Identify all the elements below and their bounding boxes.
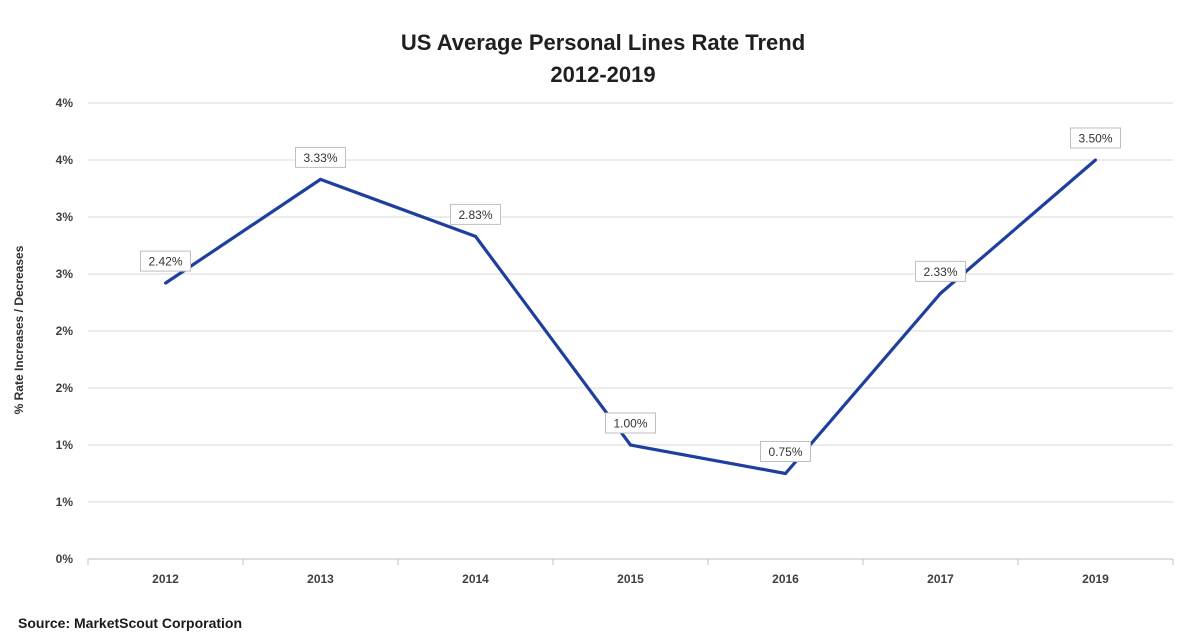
data-point — [474, 234, 477, 238]
data-label: 0.75% — [760, 441, 811, 462]
chart-title-line-2: 2012-2019 — [550, 62, 655, 87]
data-label-text: 2.83% — [458, 208, 492, 222]
y-tick-label: 4% — [56, 153, 74, 167]
y-tick-label: 1% — [56, 438, 74, 452]
x-axis-ticks: 2012 2013 2014 2015 2016 2017 2019 — [87, 559, 1174, 586]
data-point — [319, 177, 322, 181]
y-tick-label: 0% — [56, 552, 74, 566]
data-label-box — [140, 250, 191, 272]
y-axis-label: % Rate Increases / Decreases — [12, 245, 26, 414]
series-group — [164, 158, 1097, 476]
y-tick-label: 3% — [56, 267, 74, 281]
data-point — [164, 281, 167, 285]
chart-title-line-1: US Average Personal Lines Rate Trend — [401, 30, 805, 55]
y-tick-label: 2% — [56, 324, 74, 338]
data-label: 2.42% — [140, 250, 191, 272]
data-label: 2.33% — [915, 260, 966, 282]
data-label-box — [1070, 127, 1121, 149]
data-point — [1094, 158, 1097, 162]
data-label: 3.33% — [295, 146, 346, 168]
x-tick-label: 2016 — [772, 572, 799, 586]
data-label-text: 1.00% — [613, 417, 647, 431]
x-tick-label: 2017 — [927, 572, 954, 586]
y-axis-ticks: 0% 1% 1% 2% 2% 3% 3% 4% 4% — [56, 96, 74, 566]
data-label-text: 3.50% — [1078, 132, 1112, 146]
x-tick-label: 2015 — [617, 572, 644, 586]
data-label: 2.83% — [450, 203, 501, 225]
y-tick-label: 2% — [56, 381, 74, 395]
data-label-box — [450, 203, 501, 225]
data-label-text: 3.33% — [303, 151, 337, 165]
data-labels: 2.42% 3.33% 2.83% 1.00% 0.75% 2.33% 3.50% — [140, 127, 1121, 462]
y-tick-label: 1% — [56, 495, 74, 509]
data-point — [784, 472, 787, 475]
data-label-box — [295, 146, 346, 168]
data-label: 1.00% — [605, 412, 656, 434]
data-label-box — [605, 412, 656, 434]
x-tick-label: 2014 — [462, 572, 489, 586]
data-label-text: 0.75% — [768, 445, 802, 459]
data-label-text: 2.33% — [923, 265, 957, 279]
data-label-box — [760, 441, 811, 462]
x-tick-label: 2019 — [1082, 572, 1109, 586]
data-point — [939, 291, 942, 295]
source-note: Source: MarketScout Corporation — [18, 615, 243, 631]
grid-lines — [88, 102, 1173, 560]
y-tick-label: 4% — [56, 96, 74, 110]
x-tick-label: 2013 — [307, 572, 334, 586]
data-point — [629, 443, 632, 447]
data-label: 3.50% — [1070, 127, 1121, 149]
data-label-box — [915, 260, 966, 282]
data-label-text: 2.42% — [148, 255, 182, 269]
y-tick-label: 3% — [56, 210, 74, 224]
x-tick-label: 2012 — [152, 572, 179, 586]
